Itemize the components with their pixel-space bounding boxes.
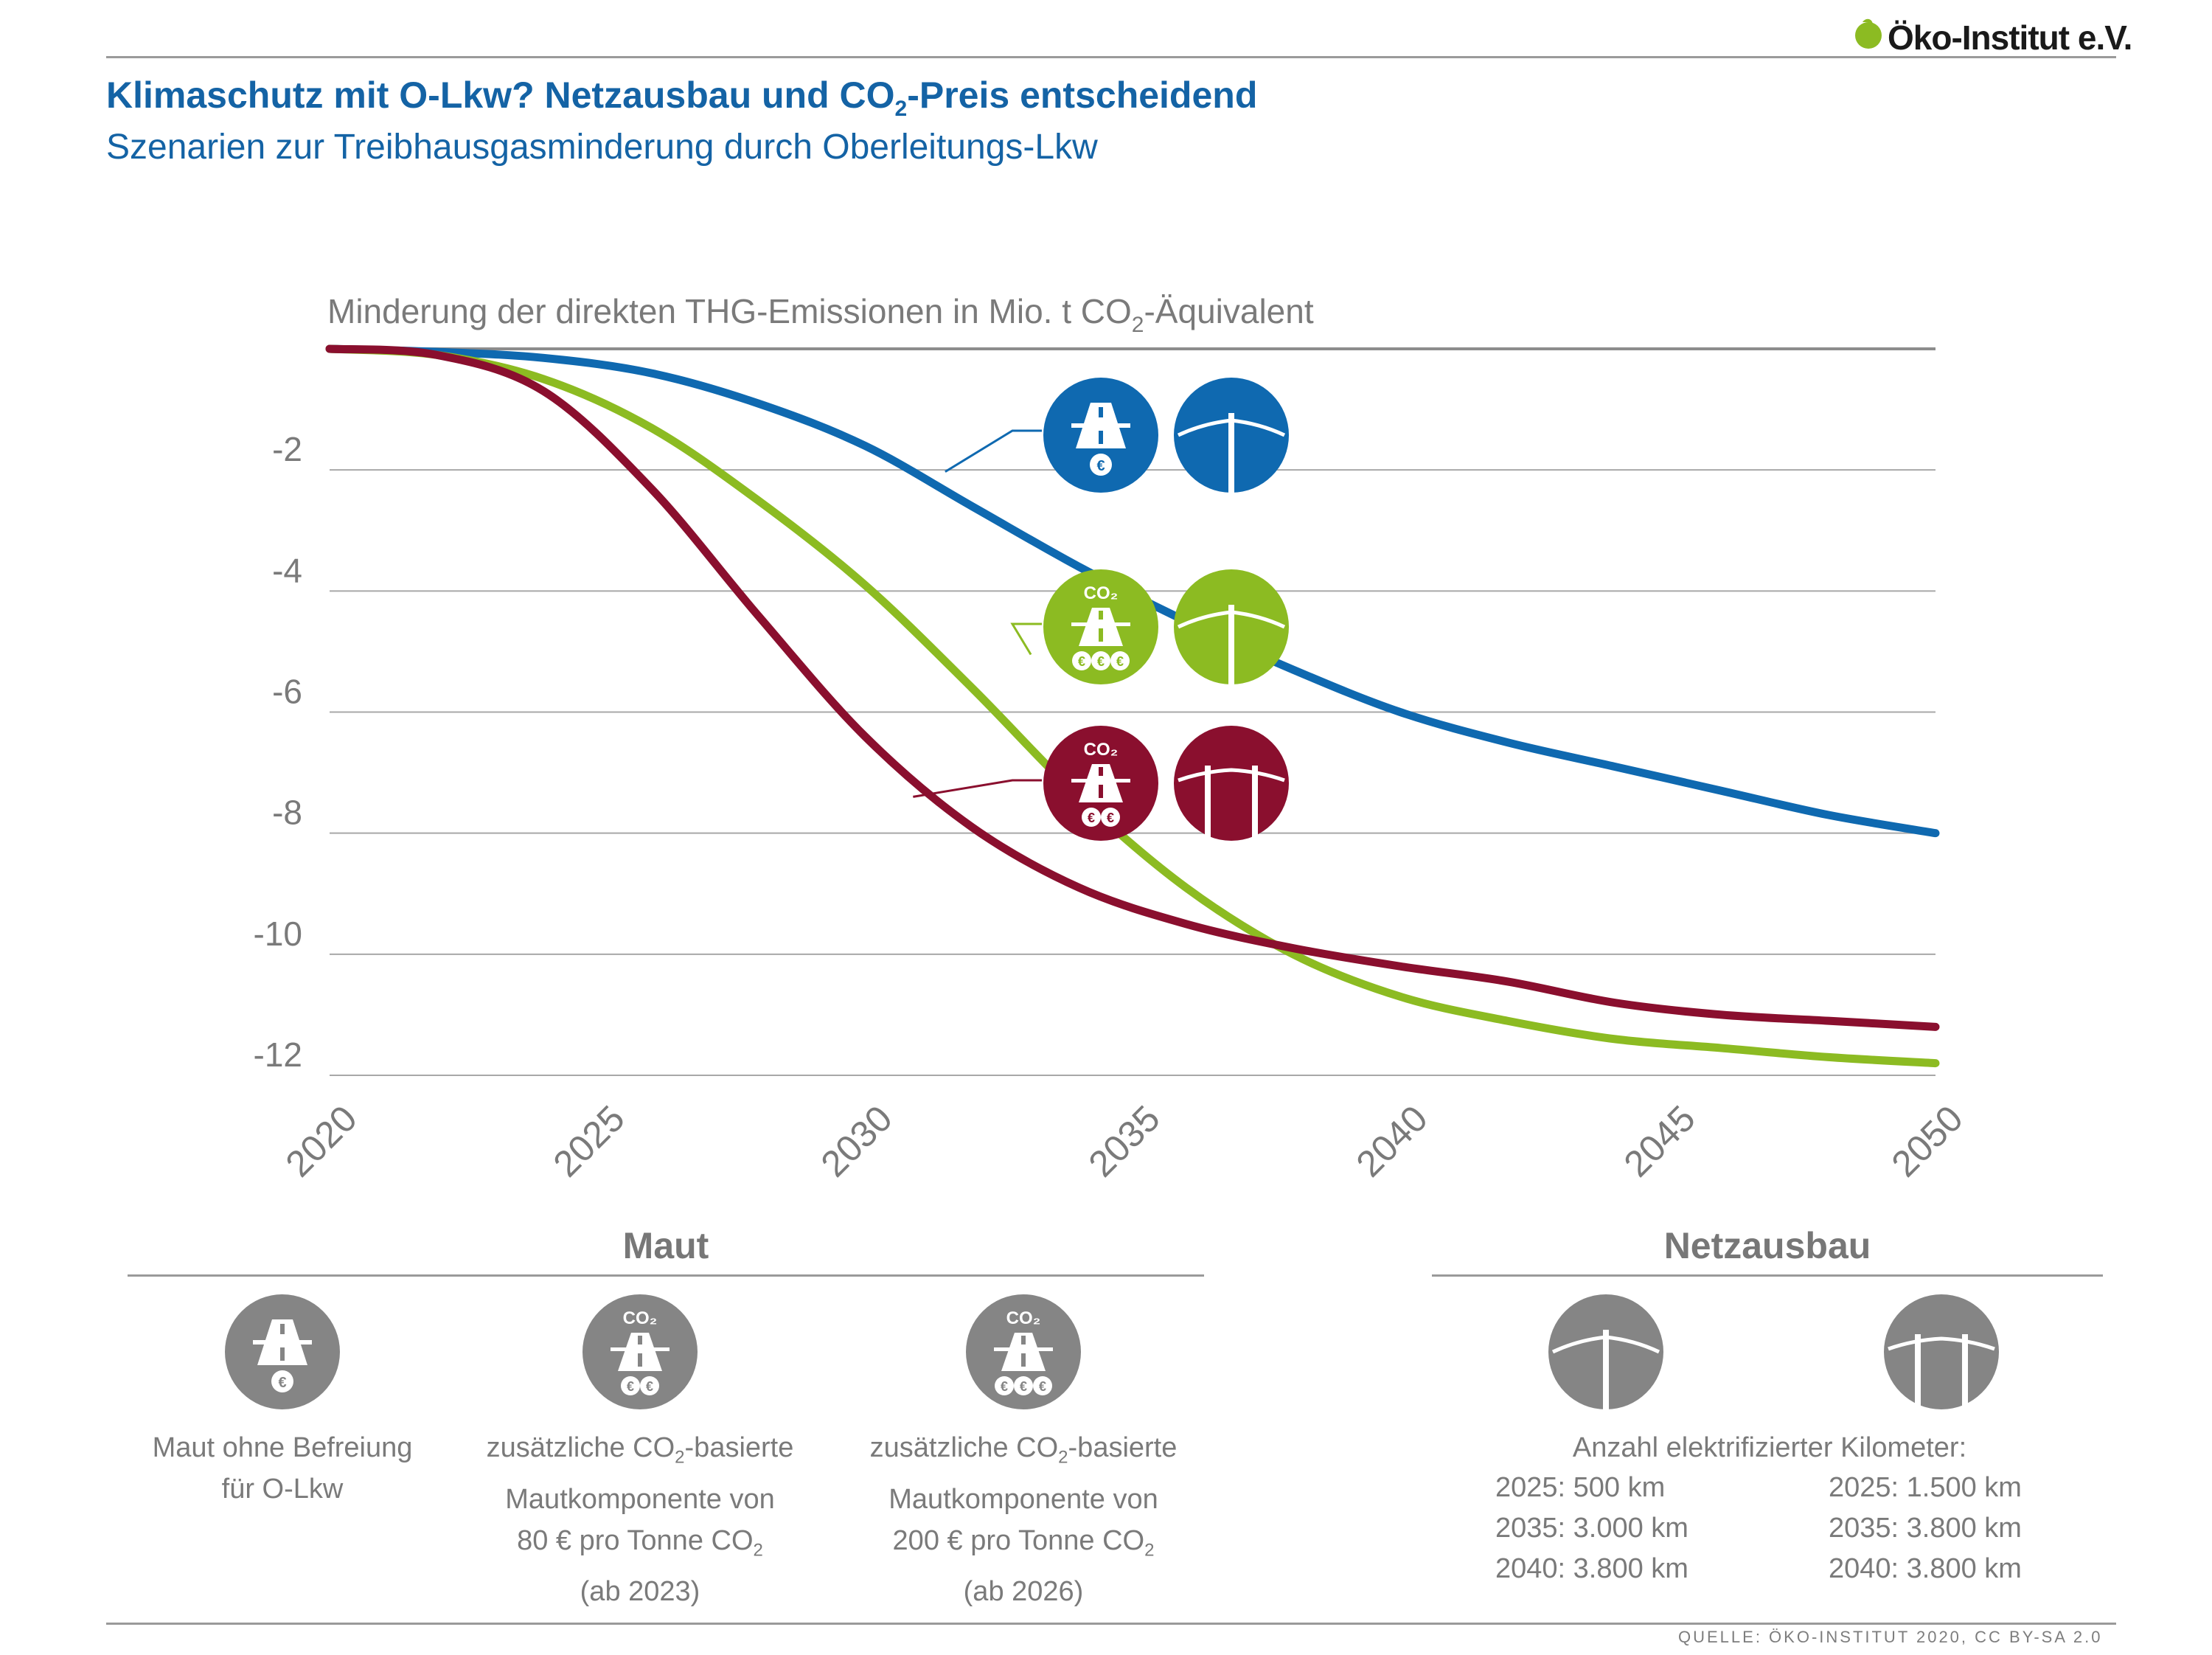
co2-toll-three-euro-icon: CO₂ € € € [966, 1294, 1081, 1413]
y-tick-label: -10 [254, 915, 302, 953]
svg-text:€: € [1097, 654, 1105, 669]
svg-text:€: € [1020, 1379, 1027, 1394]
netzausbau-right-list: 2025: 1.500 km 2035: 3.800 km 2040: 3.80… [1829, 1468, 2022, 1589]
netzausbau-heading: Netzausbau [1663, 1225, 1871, 1266]
maut-caption-1: Maut ohne Befreiung für O-Lkw [152, 1432, 413, 1505]
red-catenary-badge-icon [1174, 726, 1289, 844]
svg-text:CO₂: CO₂ [1084, 740, 1119, 760]
catenary-two-pole-icon [1884, 1294, 1999, 1413]
svg-text:€: € [1088, 811, 1095, 825]
netz-right-2040: 2040: 3.800 km [1829, 1553, 2022, 1584]
leader-line-1 [945, 429, 1042, 473]
svg-text:CO₂: CO₂ [623, 1308, 658, 1328]
maut-rule [128, 1274, 1204, 1277]
x-tick-label: 2050 [1884, 1097, 1971, 1184]
leader-line-3 [913, 779, 1042, 798]
logo-leaf-icon [1852, 18, 1885, 54]
netzausbau-caption: Anzahl elektrifizierter Kilometer: [1572, 1432, 1967, 1463]
svg-text:€: € [1039, 1379, 1046, 1394]
x-tick-label: 2045 [1616, 1097, 1703, 1184]
catenary-one-pole-icon [1548, 1294, 1663, 1413]
y-tick-label: -6 [272, 673, 302, 711]
blue-catenary-badge-icon [1174, 378, 1289, 496]
maut-heading: Maut [622, 1225, 709, 1266]
maut-caption-3: zusätzliche CO2-basierte Mautkomponente … [869, 1432, 1178, 1608]
red-co2-toll-badge-icon: CO₂ € € [1043, 726, 1158, 844]
maut-caption-2: zusätzliche CO2-basierte Mautkomponente … [486, 1432, 794, 1608]
series-line-3 [325, 344, 1940, 1031]
x-tick-label: 2040 [1349, 1097, 1436, 1184]
svg-text:€: € [1116, 654, 1124, 669]
svg-text:€: € [1096, 458, 1105, 474]
x-tick-label: 2030 [813, 1097, 900, 1184]
page-title: Klimaschutz mit O-Lkw? Netzausbau und CO… [106, 74, 1258, 121]
green-catenary-badge-icon [1174, 569, 1289, 688]
page-subtitle: Szenarien zur Treibhausgasminderung durc… [106, 128, 1098, 167]
svg-text:€: € [1001, 1379, 1008, 1394]
x-tick-label: 2035 [1081, 1097, 1168, 1184]
svg-text:€: € [627, 1379, 634, 1394]
svg-text:€: € [278, 1375, 286, 1391]
y-axis-title: Minderung der direkten THG-Emissionen in… [327, 292, 1314, 337]
y-tick-label: -8 [272, 794, 302, 832]
x-tick-label: 2020 [278, 1097, 365, 1184]
svg-text:€: € [646, 1379, 653, 1394]
netz-right-2025: 2025: 1.500 km [1829, 1472, 2022, 1503]
y-tick-label: -4 [272, 551, 302, 589]
green-co2-toll-badge-icon: CO₂ € € € [1043, 569, 1158, 688]
svg-text:CO₂: CO₂ [1006, 1308, 1041, 1328]
svg-text:€: € [1078, 654, 1085, 669]
y-tick-label: -12 [254, 1035, 302, 1074]
svg-text:€: € [1107, 811, 1114, 825]
netzausbau-rule [1432, 1274, 2103, 1277]
co2-toll-two-euro-icon: CO₂ € € [582, 1294, 698, 1413]
y-tick-label: -2 [272, 430, 302, 468]
netz-left-2040: 2040: 3.800 km [1495, 1553, 1688, 1584]
footer-rule [106, 1623, 2116, 1625]
source-note: QUELLE: ÖKO-INSTITUT 2020, CC BY-SA 2.0 [1678, 1628, 2103, 1646]
header-rule [106, 56, 2116, 58]
netzausbau-left-list: 2025: 500 km 2035: 3.000 km 2040: 3.800 … [1495, 1468, 1688, 1589]
logo: Öko-Institut e.V. [1888, 18, 2132, 57]
netz-left-2035: 2035: 3.000 km [1495, 1513, 1688, 1544]
toll-one-euro-icon: € [225, 1294, 340, 1413]
svg-text:CO₂: CO₂ [1084, 583, 1119, 603]
leader-line-2 [1010, 622, 1042, 656]
netz-right-2035: 2035: 3.800 km [1829, 1513, 2022, 1544]
x-tick-label: 2025 [546, 1097, 633, 1184]
netz-left-2025: 2025: 500 km [1495, 1472, 1666, 1503]
blue-toll-badge-icon: € [1043, 378, 1158, 496]
